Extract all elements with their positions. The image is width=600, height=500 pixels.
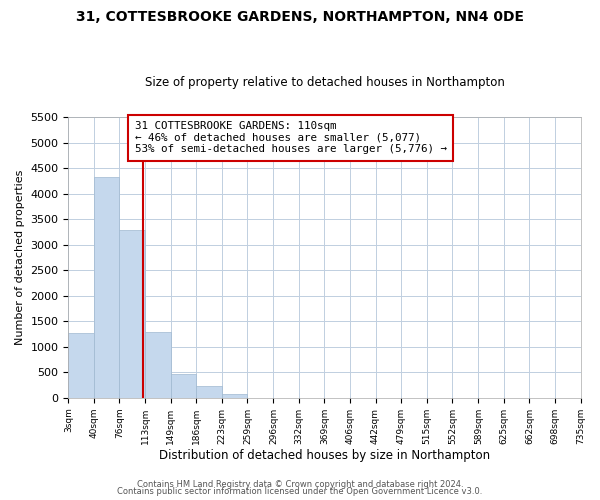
Text: Contains public sector information licensed under the Open Government Licence v3: Contains public sector information licen… xyxy=(118,487,482,496)
Bar xyxy=(170,374,196,398)
Text: Contains HM Land Registry data © Crown copyright and database right 2024.: Contains HM Land Registry data © Crown c… xyxy=(137,480,463,489)
Title: Size of property relative to detached houses in Northampton: Size of property relative to detached ho… xyxy=(145,76,505,90)
Bar xyxy=(68,333,94,398)
Text: 31, COTTESBROOKE GARDENS, NORTHAMPTON, NN4 0DE: 31, COTTESBROOKE GARDENS, NORTHAMPTON, N… xyxy=(76,10,524,24)
Bar xyxy=(196,386,223,398)
Text: 31 COTTESBROOKE GARDENS: 110sqm
← 46% of detached houses are smaller (5,077)
53%: 31 COTTESBROOKE GARDENS: 110sqm ← 46% of… xyxy=(135,122,447,154)
Y-axis label: Number of detached properties: Number of detached properties xyxy=(15,170,25,345)
X-axis label: Distribution of detached houses by size in Northampton: Distribution of detached houses by size … xyxy=(159,450,490,462)
Bar xyxy=(145,332,170,398)
Bar xyxy=(94,177,119,398)
Bar xyxy=(223,394,247,398)
Bar xyxy=(119,230,145,398)
